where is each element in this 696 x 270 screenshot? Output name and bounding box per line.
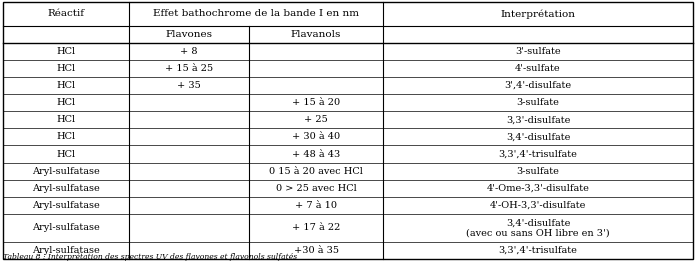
Text: 4'-Ome-3,3'-disulfate: 4'-Ome-3,3'-disulfate: [487, 184, 590, 193]
Text: Interprétation: Interprétation: [500, 9, 576, 19]
Text: HCl: HCl: [56, 64, 76, 73]
Text: 0 15 à 20 avec HCl: 0 15 à 20 avec HCl: [269, 167, 363, 176]
Text: 0 > 25 avec HCl: 0 > 25 avec HCl: [276, 184, 356, 193]
Text: Aryl-sulfatase: Aryl-sulfatase: [32, 184, 100, 193]
Text: Flavones: Flavones: [166, 30, 212, 39]
Text: Aryl-sulfatase: Aryl-sulfatase: [32, 246, 100, 255]
Text: 3',4'-disulfate: 3',4'-disulfate: [505, 81, 571, 90]
Text: HCl: HCl: [56, 81, 76, 90]
Text: + 15 à 20: + 15 à 20: [292, 98, 340, 107]
Text: HCl: HCl: [56, 132, 76, 141]
Text: Aryl-sulfatase: Aryl-sulfatase: [32, 224, 100, 232]
Text: HCl: HCl: [56, 98, 76, 107]
Text: HCl: HCl: [56, 150, 76, 158]
Text: 3'-sulfate: 3'-sulfate: [515, 47, 561, 56]
Text: Effet bathochrome de la bande I en nm: Effet bathochrome de la bande I en nm: [153, 9, 359, 18]
Text: + 8: + 8: [180, 47, 198, 56]
Text: 3,3',4'-trisulfate: 3,3',4'-trisulfate: [498, 246, 578, 255]
Text: + 7 à 10: + 7 à 10: [295, 201, 337, 210]
Text: 3,3',4'-trisulfate: 3,3',4'-trisulfate: [498, 150, 578, 158]
Text: Flavanols: Flavanols: [291, 30, 341, 39]
Text: + 25: + 25: [304, 115, 328, 124]
Text: +30 à 35: +30 à 35: [294, 246, 338, 255]
Text: Tableau 8 : Interprétation des spectres UV des flavones et flavonols sulfatés: Tableau 8 : Interprétation des spectres …: [3, 253, 297, 261]
Text: 3-sulfate: 3-sulfate: [516, 167, 560, 176]
Text: + 15 à 25: + 15 à 25: [165, 64, 213, 73]
Text: 4'-OH-3,3'-disulfate: 4'-OH-3,3'-disulfate: [490, 201, 586, 210]
Text: 3,4'-disulfate
(avec ou sans OH libre en 3'): 3,4'-disulfate (avec ou sans OH libre en…: [466, 218, 610, 238]
Text: + 17 à 22: + 17 à 22: [292, 224, 340, 232]
Text: 3,3'-disulfate: 3,3'-disulfate: [506, 115, 570, 124]
Text: 3-sulfate: 3-sulfate: [516, 98, 560, 107]
Text: + 30 à 40: + 30 à 40: [292, 132, 340, 141]
Text: HCl: HCl: [56, 47, 76, 56]
Text: Aryl-sulfatase: Aryl-sulfatase: [32, 167, 100, 176]
Text: 4'-sulfate: 4'-sulfate: [515, 64, 561, 73]
Text: HCl: HCl: [56, 115, 76, 124]
Text: Aryl-sulfatase: Aryl-sulfatase: [32, 201, 100, 210]
Text: + 48 à 43: + 48 à 43: [292, 150, 340, 158]
Text: 3,4'-disulfate: 3,4'-disulfate: [506, 132, 570, 141]
Text: + 35: + 35: [177, 81, 201, 90]
Text: Réactif: Réactif: [47, 9, 84, 18]
